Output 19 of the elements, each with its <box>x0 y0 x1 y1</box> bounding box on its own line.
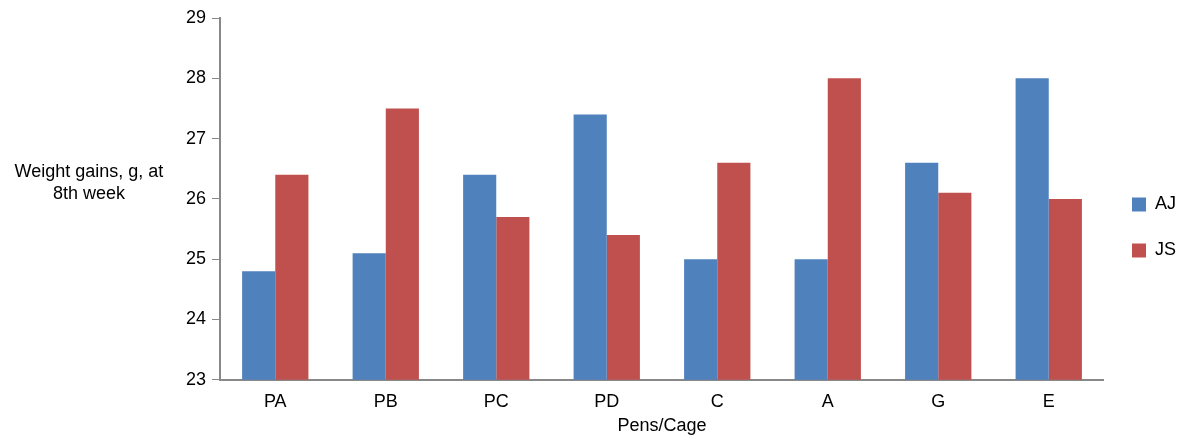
y-tick-label: 28 <box>185 67 207 88</box>
x-tick-label: E <box>1042 390 1055 411</box>
x-tick-label: G <box>931 390 946 411</box>
y-tick-label: 23 <box>185 368 207 389</box>
x-tick-label: PC <box>483 390 509 411</box>
x-tick-label: PD <box>594 390 620 411</box>
legend-label: JS <box>1154 239 1177 260</box>
legend-label: AJ <box>1154 193 1177 214</box>
x-tick-label: PA <box>263 390 287 411</box>
y-tick-label: 26 <box>185 187 207 208</box>
y-tick-label: 25 <box>185 248 207 269</box>
x-tick-label: C <box>710 390 724 411</box>
y-tick-label: 29 <box>185 6 207 27</box>
x-tick-label: A <box>821 390 834 411</box>
x-tick-label: PB <box>373 390 398 411</box>
y-axis-title: Weight gains, g, at 8th week <box>13 160 165 204</box>
x-axis-title: Pens/Cage <box>617 415 707 436</box>
y-tick-label: 24 <box>185 308 207 329</box>
y-tick-label: 27 <box>185 127 207 148</box>
